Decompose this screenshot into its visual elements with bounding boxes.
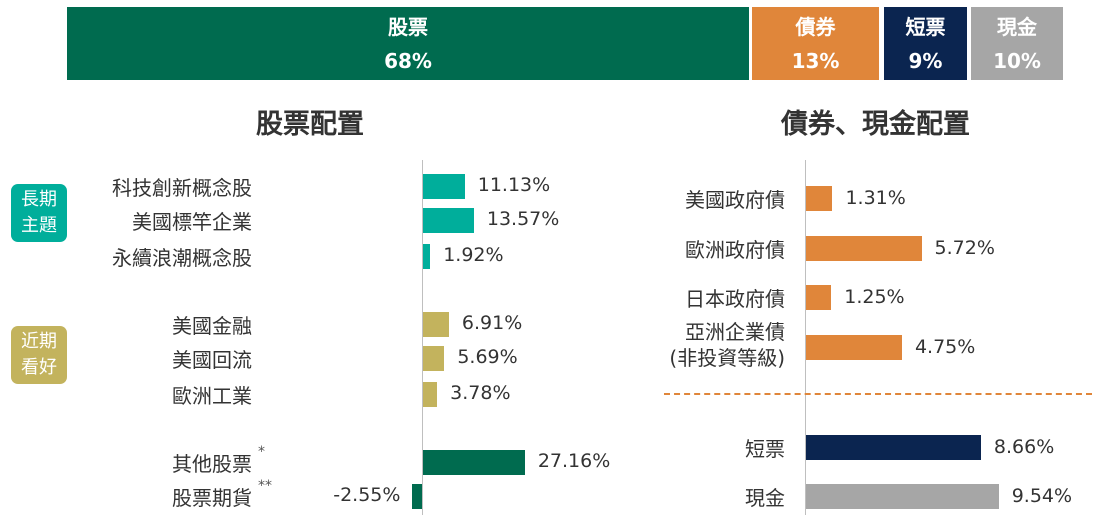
long-term-tag-line1: 長期 bbox=[21, 189, 57, 210]
equity-value-label: 11.13% bbox=[477, 174, 551, 196]
bond-category-label: 日本政府債 bbox=[685, 287, 785, 311]
equity-category-label: 歐洲工業 bbox=[172, 384, 252, 408]
allocation-cash-label: 現金 bbox=[997, 15, 1037, 39]
equity-category-label: 科技創新概念股 bbox=[112, 176, 252, 200]
bond-category-label: 亞洲企業債 bbox=[685, 320, 785, 344]
bond-bar bbox=[806, 484, 999, 509]
bond-zero-axis bbox=[805, 160, 806, 515]
equity-bar bbox=[423, 312, 449, 337]
bond-bar bbox=[806, 435, 981, 460]
equity-value-label: 27.16% bbox=[537, 450, 611, 472]
equity-bar bbox=[423, 174, 465, 199]
bond-category-label: 現金 bbox=[745, 486, 785, 510]
equity-value-label: 6.91% bbox=[461, 312, 523, 334]
equity-category-label: 永續浪潮概念股 bbox=[112, 246, 252, 270]
equity-footnote-mark: * bbox=[258, 444, 265, 460]
equity-value-label: 13.57% bbox=[486, 208, 560, 230]
allocation-cash: 現金 10% bbox=[971, 7, 1063, 80]
equity-footnote-mark: ** bbox=[258, 478, 272, 494]
bond-category-label: 美國政府債 bbox=[685, 188, 785, 212]
near-term-tag-line2: 看好 bbox=[21, 357, 57, 378]
equity-bar bbox=[423, 208, 474, 233]
bond-category-label: 歐洲政府債 bbox=[685, 238, 785, 262]
allocation-bond: 債券 13% bbox=[752, 7, 879, 80]
bond-value-label: 9.54% bbox=[1011, 485, 1073, 507]
allocation-short-term-label: 短票 bbox=[905, 15, 946, 39]
equity-category-label: 美國標竿企業 bbox=[132, 210, 252, 234]
bond-cash-separator bbox=[664, 393, 1092, 395]
equity-bar bbox=[423, 346, 445, 371]
equity-bar bbox=[423, 450, 525, 475]
equity-category-label: 其他股票 bbox=[172, 452, 252, 476]
bond-category-label: (非投資等級) bbox=[669, 346, 785, 370]
bond-bar bbox=[806, 186, 833, 211]
bond-value-label: 1.25% bbox=[844, 286, 905, 308]
equity-category-label: 美國金融 bbox=[172, 314, 252, 338]
near-term-theme-tag: 近期 看好 bbox=[11, 326, 67, 384]
bond-value-label: 1.31% bbox=[845, 187, 906, 209]
long-term-tag-line2: 主題 bbox=[21, 215, 57, 236]
allocation-cash-value: 10% bbox=[993, 49, 1041, 73]
bond-cash-section-title: 債券、現金配置 bbox=[781, 109, 970, 140]
allocation-bond-label: 債券 bbox=[795, 15, 836, 39]
allocation-equity-label: 股票 bbox=[388, 15, 428, 39]
allocation-bond-value: 13% bbox=[791, 49, 840, 73]
bond-bar bbox=[806, 335, 902, 360]
long-term-theme-tag: 長期 主題 bbox=[11, 184, 67, 242]
bond-value-label: 5.72% bbox=[934, 237, 995, 259]
bond-bar bbox=[806, 285, 832, 310]
allocation-short-term: 短票 9% bbox=[884, 7, 967, 80]
equity-category-label: 美國回流 bbox=[172, 348, 252, 372]
allocation-equity-value: 68% bbox=[384, 49, 432, 73]
equity-section-title: 股票配置 bbox=[256, 109, 364, 140]
equity-value-label: -2.55% bbox=[333, 484, 401, 506]
equity-bar bbox=[423, 382, 438, 407]
near-term-tag-line1: 近期 bbox=[21, 331, 57, 352]
equity-zero-axis bbox=[422, 160, 423, 515]
equity-bar bbox=[423, 244, 431, 269]
equity-bar bbox=[412, 484, 422, 509]
equity-category-label: 股票期貨 bbox=[172, 486, 252, 510]
equity-value-label: 3.78% bbox=[450, 382, 511, 404]
bond-value-label: 4.75% bbox=[914, 336, 976, 358]
equity-value-label: 1.92% bbox=[443, 244, 504, 266]
bond-category-label: 短票 bbox=[745, 437, 785, 461]
bond-bar bbox=[806, 236, 922, 261]
allocation-equity: 股票 68% bbox=[67, 7, 749, 80]
equity-value-label: 5.69% bbox=[457, 346, 518, 368]
allocation-short-term-value: 9% bbox=[908, 49, 943, 73]
bond-value-label: 8.66% bbox=[993, 436, 1055, 458]
